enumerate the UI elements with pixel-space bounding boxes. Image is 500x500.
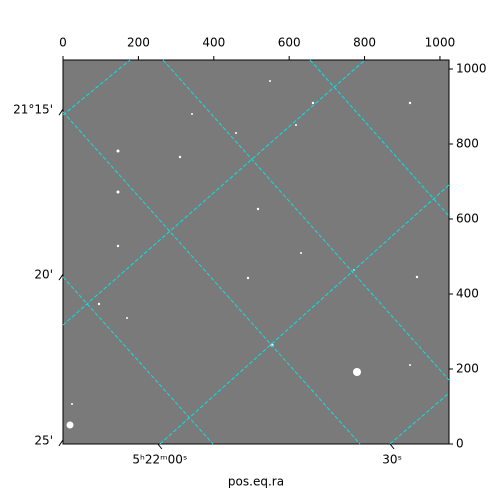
x-tick-label: 800 (353, 36, 376, 50)
y-tick-label: 200 (456, 362, 479, 376)
ra-tick (389, 443, 395, 450)
y-tick-label: 800 (456, 137, 479, 151)
dec-tick (58, 108, 64, 116)
dec-tick (58, 273, 64, 281)
grid-line (389, 392, 450, 445)
x-tick-label: 600 (278, 36, 301, 50)
y-tick-label: 1000 (456, 62, 487, 76)
y-tick-label: 0 (456, 437, 464, 451)
x-tick-label: 400 (202, 36, 225, 50)
x-tick-label: 0 (59, 36, 67, 50)
y-tick-label: 400 (456, 287, 479, 301)
grid-line (159, 184, 450, 445)
ra-tick-label: 5ʰ22ᵐ00ˢ (132, 453, 187, 467)
x-tick-label: 1000 (425, 36, 456, 50)
grid-line (62, 59, 131, 116)
grid-line (62, 111, 361, 445)
ra-tick (157, 443, 163, 450)
grid-line (62, 276, 214, 445)
dec-tick-label: 25' (34, 433, 53, 447)
x-tick-label: 200 (127, 36, 150, 50)
sky-image (62, 59, 450, 445)
grid-line (62, 59, 366, 326)
grid-line (162, 59, 450, 381)
dec-tick-label: 21°15' (13, 103, 53, 117)
dec-tick (58, 439, 64, 447)
grid-line (309, 59, 450, 217)
ra-tick-label: 30ˢ (382, 453, 402, 467)
stars (66, 80, 419, 429)
coordinate-grid (62, 59, 450, 445)
dec-tick-label: 20' (34, 268, 53, 282)
x-axis-label: pos.eq.ra (228, 475, 284, 489)
y-tick-label: 600 (456, 212, 479, 226)
